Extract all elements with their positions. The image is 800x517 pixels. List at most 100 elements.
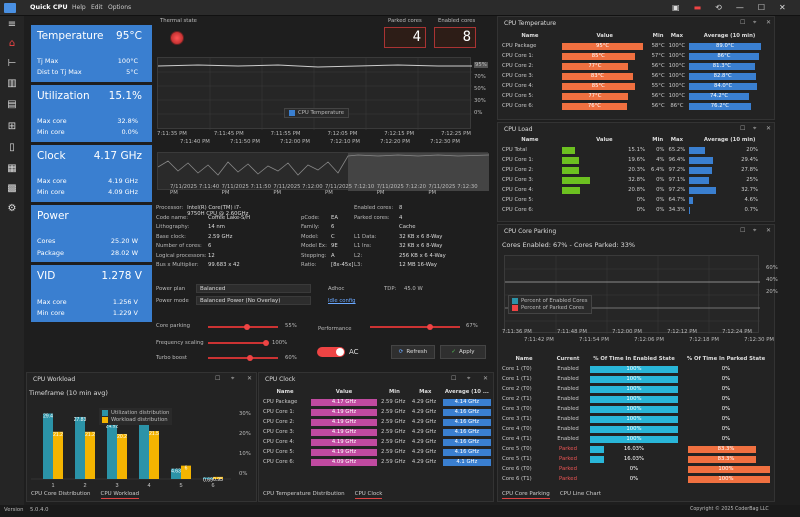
table-row[interactable]: CPU Core 4: 85°C 55°C 100°C 84.0°C <box>500 81 772 91</box>
apply-button[interactable]: ✓ Apply <box>440 345 486 359</box>
hierarchy-icon[interactable]: ⊞ <box>7 120 17 132</box>
table-row[interactable]: Core 5 (T0) Parked 16.03% 83.3% <box>500 444 772 454</box>
column-header[interactable]: Name <box>515 356 533 362</box>
column-header[interactable]: Average (10 min) <box>703 137 756 143</box>
table-row[interactable]: Core 6 (T0) Parked 0% 100% <box>500 464 772 474</box>
column-header[interactable]: Min <box>388 389 400 395</box>
column-header[interactable]: % Of Time In Parked State <box>686 356 766 362</box>
tab-temperature-distribution[interactable]: CPU Temperature Distribution <box>263 491 345 497</box>
tab-line-chart[interactable]: CPU Line Chart <box>559 491 602 497</box>
table-row[interactable]: CPU Core 2: 20.3% 6.4% 97.2% 27.8% <box>500 165 772 175</box>
table-row[interactable]: CPU Core 6: 76°C 56°C 86°C 76.2°C <box>500 101 772 111</box>
table-row[interactable]: CPU Core 4: 4.19 GHz 2.59 GHz 4.29 GHz 4.16 … <box>261 437 493 447</box>
table-row[interactable]: CPU Package 4.17 GHz 2.59 GHz 4.29 GHz 4.14 … <box>261 397 493 407</box>
bar-chart-icon[interactable]: ▥ <box>7 77 17 89</box>
restore-icon[interactable]: ☐ <box>740 125 746 132</box>
column-header[interactable]: Min <box>652 137 664 143</box>
menu-help[interactable]: Help <box>72 4 86 11</box>
column-header[interactable]: % Of Time In Enabled State <box>593 356 675 362</box>
table-row[interactable]: CPU Core 6: 4.09 GHz 2.59 GHz 4.29 GHz 4.1 G… <box>261 457 493 467</box>
table-row[interactable]: Core 1 (T1) Enabled 100% 0% <box>500 374 772 384</box>
refresh-icon[interactable]: ⟲ <box>715 3 722 12</box>
table-row[interactable]: CPU Core 5: 0% 0% 64.7% 4.6% <box>500 195 772 205</box>
pin-icon[interactable]: ⌖ <box>467 375 471 382</box>
menu-options[interactable]: Options <box>108 4 132 11</box>
table-row[interactable]: CPU Core 5: 4.19 GHz 2.59 GHz 4.29 GHz 4.16 … <box>261 447 493 457</box>
table-row[interactable]: CPU Core 1: 19.6% 4% 96.4% 29.4% <box>500 155 772 165</box>
core-parking-slider[interactable] <box>208 324 278 330</box>
column-header[interactable]: Average (10 min) <box>703 33 756 39</box>
table-row[interactable]: CPU Total 15.1% 0% 65.2% 20% <box>500 145 772 155</box>
restore-icon[interactable]: ☐ <box>740 227 746 234</box>
table-row[interactable]: CPU Core 1: 4.19 GHz 2.59 GHz 4.29 GHz 4.16 … <box>261 407 493 417</box>
restore-icon[interactable]: ☐ <box>451 375 457 382</box>
power-mode-select[interactable]: Balanced Power (No Overlay) <box>196 296 311 305</box>
table-row[interactable]: CPU Package 95°C 58°C 100°C 89.0°C <box>500 41 772 51</box>
table-row[interactable]: Core 3 (T1) Enabled 100% 0% <box>500 414 772 424</box>
table-row[interactable]: Core 6 (T1) Parked 0% 100% <box>500 474 772 484</box>
settings-icon[interactable]: ⚙ <box>7 202 17 214</box>
frequency-scaling-slider[interactable] <box>208 340 269 346</box>
bar-chart-alt-icon[interactable]: ▤ <box>7 98 17 110</box>
table-row[interactable]: CPU Core 1: 85°C 57°C 100°C 86°C <box>500 51 772 61</box>
column-header[interactable]: Min <box>652 33 664 39</box>
tab-cpu-workload[interactable]: CPU Workload <box>100 491 140 499</box>
column-header[interactable]: Max <box>670 137 684 143</box>
checkbox-icon[interactable] <box>289 110 295 116</box>
performance-slider[interactable] <box>370 324 460 330</box>
table-row[interactable]: CPU Core 6: 0% 0% 34.3% 0.7% <box>500 205 772 215</box>
grid-icon[interactable]: ▩ <box>7 182 17 194</box>
slider-knob[interactable] <box>263 340 269 346</box>
overview-timeline[interactable] <box>157 152 490 191</box>
table-row[interactable]: CPU Core 3: 32.8% 0% 97.1% 25% <box>500 175 772 185</box>
table-row[interactable]: Core 2 (T1) Enabled 100% 0% <box>500 394 772 404</box>
turbo-boost-slider[interactable] <box>208 355 278 361</box>
column-header[interactable]: Max <box>419 389 432 395</box>
table-row[interactable]: Core 4 (T0) Enabled 100% 0% <box>500 424 772 434</box>
document-icon[interactable]: ▯ <box>9 141 15 153</box>
column-header[interactable]: Max <box>670 33 684 39</box>
maximize-icon[interactable]: ☐ <box>757 3 765 12</box>
slider-knob[interactable] <box>243 324 250 330</box>
tab-core-distribution[interactable]: CPU Core Distribution <box>31 491 91 497</box>
idle-config-link[interactable]: Idle config <box>328 298 356 304</box>
flag-icon[interactable]: ▬ <box>693 3 702 12</box>
menu-edit[interactable]: Edit <box>91 4 103 11</box>
close-icon[interactable]: ✕ <box>483 375 489 382</box>
checkbox-icon[interactable] <box>512 305 518 311</box>
close-icon[interactable]: ✕ <box>766 227 772 234</box>
home-icon[interactable]: ⌂ <box>8 37 16 49</box>
table-row[interactable]: Core 3 (T0) Enabled 100% 0% <box>500 404 772 414</box>
close-icon[interactable]: ✕ <box>247 375 253 382</box>
slider-knob[interactable] <box>247 355 253 361</box>
column-header[interactable]: Name <box>521 33 539 39</box>
power-plan-select[interactable]: Balanced <box>196 284 311 293</box>
restore-icon[interactable]: ☐ <box>215 375 221 382</box>
close-icon[interactable]: ✕ <box>779 3 786 12</box>
table-row[interactable]: Core 1 (T0) Enabled 100% 0% <box>500 364 772 374</box>
column-header[interactable]: Current <box>556 356 580 362</box>
column-header[interactable]: Value <box>596 137 613 143</box>
column-header[interactable]: Value <box>335 389 353 395</box>
menu-hamburger-icon[interactable]: ≡ <box>7 18 17 30</box>
slider-knob[interactable] <box>427 324 434 330</box>
refresh-button[interactable]: ⟳ Refresh <box>391 345 435 359</box>
table-row[interactable]: Core 5 (T1) Parked 16.03% 83.3% <box>500 454 772 464</box>
table-row[interactable]: Core 2 (T0) Enabled 100% 0% <box>500 384 772 394</box>
table-row[interactable]: CPU Core 5: 77°C 56°C 100°C 74.2°C <box>500 91 772 101</box>
restore-icon[interactable]: ☐ <box>740 19 746 26</box>
table-row[interactable]: CPU Core 3: 83°C 56°C 100°C 82.8°C <box>500 71 772 81</box>
tab-cpu-clock[interactable]: CPU Clock <box>354 491 383 499</box>
table-row[interactable]: CPU Core 3: 4.19 GHz 2.59 GHz 4.29 GHz 4.16 … <box>261 427 493 437</box>
table-row[interactable]: Core 4 (T1) Enabled 100% 0% <box>500 434 772 444</box>
column-header[interactable]: Value <box>596 33 614 39</box>
pin-icon[interactable]: ⌖ <box>753 19 757 26</box>
column-header[interactable]: Average (10 ... <box>444 389 489 395</box>
close-icon[interactable]: ✕ <box>766 125 772 132</box>
tree-icon[interactable]: ⊢ <box>7 57 17 69</box>
close-icon[interactable]: ✕ <box>766 19 772 26</box>
pin-icon[interactable]: ⌖ <box>231 375 235 382</box>
column-header[interactable]: Name <box>276 389 294 395</box>
screenshot-icon[interactable]: ▣ <box>672 3 680 12</box>
table-row[interactable]: CPU Core 4: 20.8% 0% 97.2% 32.7% <box>500 185 772 195</box>
